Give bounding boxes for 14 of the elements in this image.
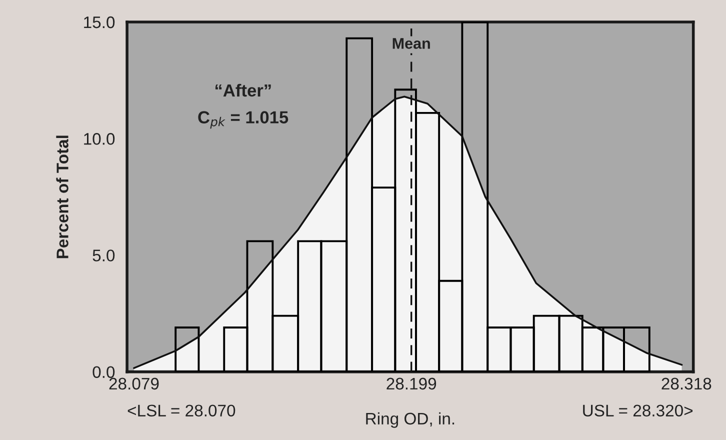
y-tick-label: 0.0 xyxy=(92,366,115,378)
y-tick-label: 15.0 xyxy=(84,16,115,28)
ref-line-label: Mean xyxy=(392,38,430,49)
annotation: “After” xyxy=(215,84,271,97)
x-tick-label: 28.079 xyxy=(109,378,159,390)
y-axis-title: Percent of Total xyxy=(56,136,68,258)
text: <LSL = 28.070 xyxy=(128,404,236,416)
y-tick-label: 10.0 xyxy=(84,133,115,145)
x-tick-label: 28.199 xyxy=(386,378,436,390)
annotation: C$_{pk}$ = 1.015 xyxy=(198,111,288,129)
x-tick-label: 28.318 xyxy=(662,378,712,390)
x-axis-title: Ring OD, in. xyxy=(366,412,454,428)
text: USL = 28.320> xyxy=(583,404,693,416)
y-tick-label: 5.0 xyxy=(92,250,115,262)
